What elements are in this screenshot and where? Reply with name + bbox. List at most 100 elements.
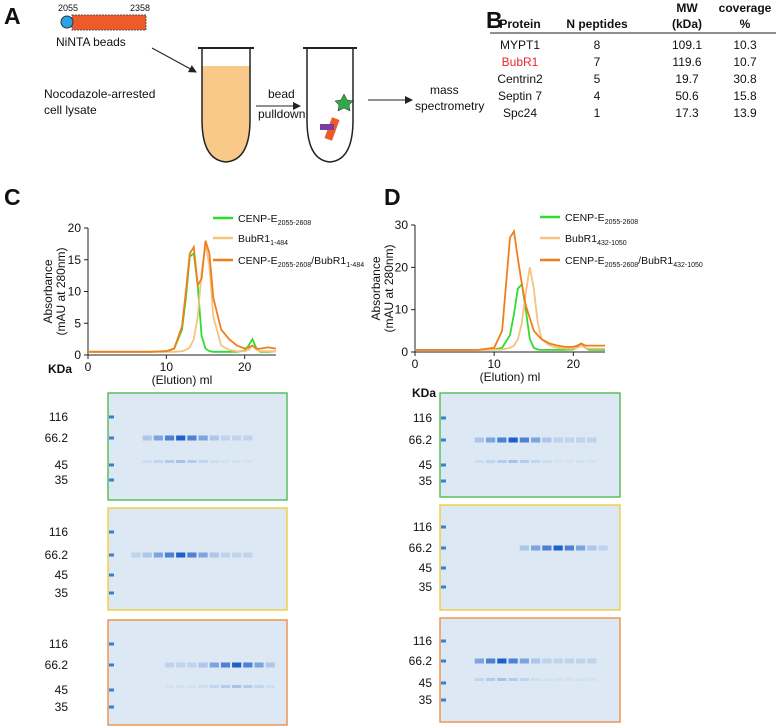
marker-band: [109, 688, 114, 692]
gel-band: [553, 545, 563, 551]
marker-band: [109, 591, 114, 595]
marker-label: 45: [55, 458, 69, 472]
gel-band: [519, 437, 529, 443]
marker-band: [109, 478, 114, 482]
column-header: N peptides: [566, 17, 628, 31]
x-tick-label: 0: [412, 357, 419, 371]
gel-band: [187, 552, 197, 558]
x-axis-label: (Elution) ml: [152, 373, 213, 387]
legend-text: 432-1050: [597, 240, 627, 247]
gel-band: [220, 435, 231, 441]
marker-label: 116: [413, 411, 432, 425]
series-line: [88, 240, 277, 353]
gel-band: [164, 552, 175, 558]
lysate-label: cell lysate: [44, 103, 97, 117]
marker-label: 66.2: [409, 654, 433, 668]
gel: [107, 392, 288, 501]
table-cell: 7: [594, 55, 601, 69]
lysate: [202, 66, 250, 162]
marker-band: [109, 530, 114, 534]
gel-band: [564, 658, 574, 664]
marker-band: [441, 639, 446, 643]
marker-label: 35: [55, 473, 69, 487]
gel-band: [531, 658, 541, 664]
lysate-label: Nocodazole-arrested: [44, 87, 155, 101]
marker-label: 45: [419, 458, 433, 472]
gel-band: [598, 545, 608, 551]
series-line: [415, 228, 605, 351]
x-tick-label: 0: [85, 360, 92, 374]
table-cell: 5: [594, 72, 601, 86]
gel-band: [198, 662, 208, 668]
gel-band: [243, 552, 253, 558]
marker-band: [441, 479, 446, 483]
gel-band: [553, 658, 563, 664]
residue-end: 2358: [130, 3, 150, 13]
gel-band: [587, 658, 597, 664]
gel-band: [232, 435, 242, 441]
gel-band: [474, 658, 484, 664]
table-cell: Centrin2: [497, 72, 543, 86]
table-cell: MYPT1: [500, 38, 540, 52]
marker-band: [441, 566, 446, 570]
gel-band: [508, 678, 518, 681]
marker-label: 45: [55, 683, 69, 697]
beads-label: NiNTA beads: [56, 35, 126, 49]
y-tick-label: 0: [74, 348, 81, 362]
marker-band: [109, 705, 114, 709]
table-cell: BubR1: [502, 55, 539, 69]
gel-band: [542, 545, 552, 551]
gel-band: [265, 685, 275, 688]
legend-text: CENP-E: [238, 213, 278, 225]
gel-band: [187, 460, 197, 463]
gel-band: [142, 435, 152, 441]
table-cell: 10.3: [733, 38, 757, 52]
marker-label: 66.2: [409, 541, 433, 555]
panel-letter: D: [384, 184, 401, 210]
gel-band: [587, 545, 597, 551]
marker-label: 45: [55, 568, 69, 582]
table-cell: 17.3: [675, 106, 699, 120]
y-tick-label: 30: [395, 218, 409, 232]
panel-letter: B: [486, 7, 503, 33]
x-axis-label: (Elution) ml: [480, 370, 541, 384]
arrow: [151, 47, 197, 73]
gel-band: [486, 437, 496, 443]
legend-text: 2055-2608: [278, 220, 312, 227]
legend-text: 2055-2608: [605, 219, 639, 226]
gel: [439, 504, 621, 611]
gel-band: [497, 437, 507, 443]
gel-band: [198, 435, 208, 441]
gel-band: [220, 552, 231, 558]
gel-band: [576, 437, 586, 443]
x-tick-label: 20: [567, 357, 581, 371]
gel-band: [176, 662, 186, 668]
gel-unit: KDa: [48, 362, 72, 376]
legend-text: /BubR1: [311, 255, 346, 267]
marker-label: 35: [419, 693, 433, 707]
gel-band: [153, 552, 163, 558]
table-cell: 8: [594, 38, 601, 52]
gel-band: [153, 435, 163, 441]
gel-band: [576, 460, 586, 463]
step-label: pulldown: [258, 107, 305, 121]
gel-band: [587, 460, 597, 463]
marker-band: [109, 642, 114, 646]
y-axis-label: (mAU at 280nm): [382, 244, 396, 332]
marker-label: 45: [419, 561, 433, 575]
marker-label: 116: [49, 525, 68, 539]
gel-band: [220, 662, 231, 668]
gel-band: [232, 552, 242, 558]
legend-text: BubR1: [565, 233, 597, 245]
y-tick-label: 10: [395, 303, 409, 317]
marker-band: [441, 525, 446, 529]
gel-band: [209, 460, 219, 463]
marker-band: [441, 463, 446, 467]
gel-band: [587, 437, 597, 443]
marker-label: 116: [413, 520, 432, 534]
readout-label: mass: [430, 83, 459, 97]
legend-text: CENP-E: [238, 255, 278, 267]
gel-band: [508, 460, 518, 463]
gel-band: [542, 658, 552, 664]
marker-label: 45: [419, 676, 433, 690]
